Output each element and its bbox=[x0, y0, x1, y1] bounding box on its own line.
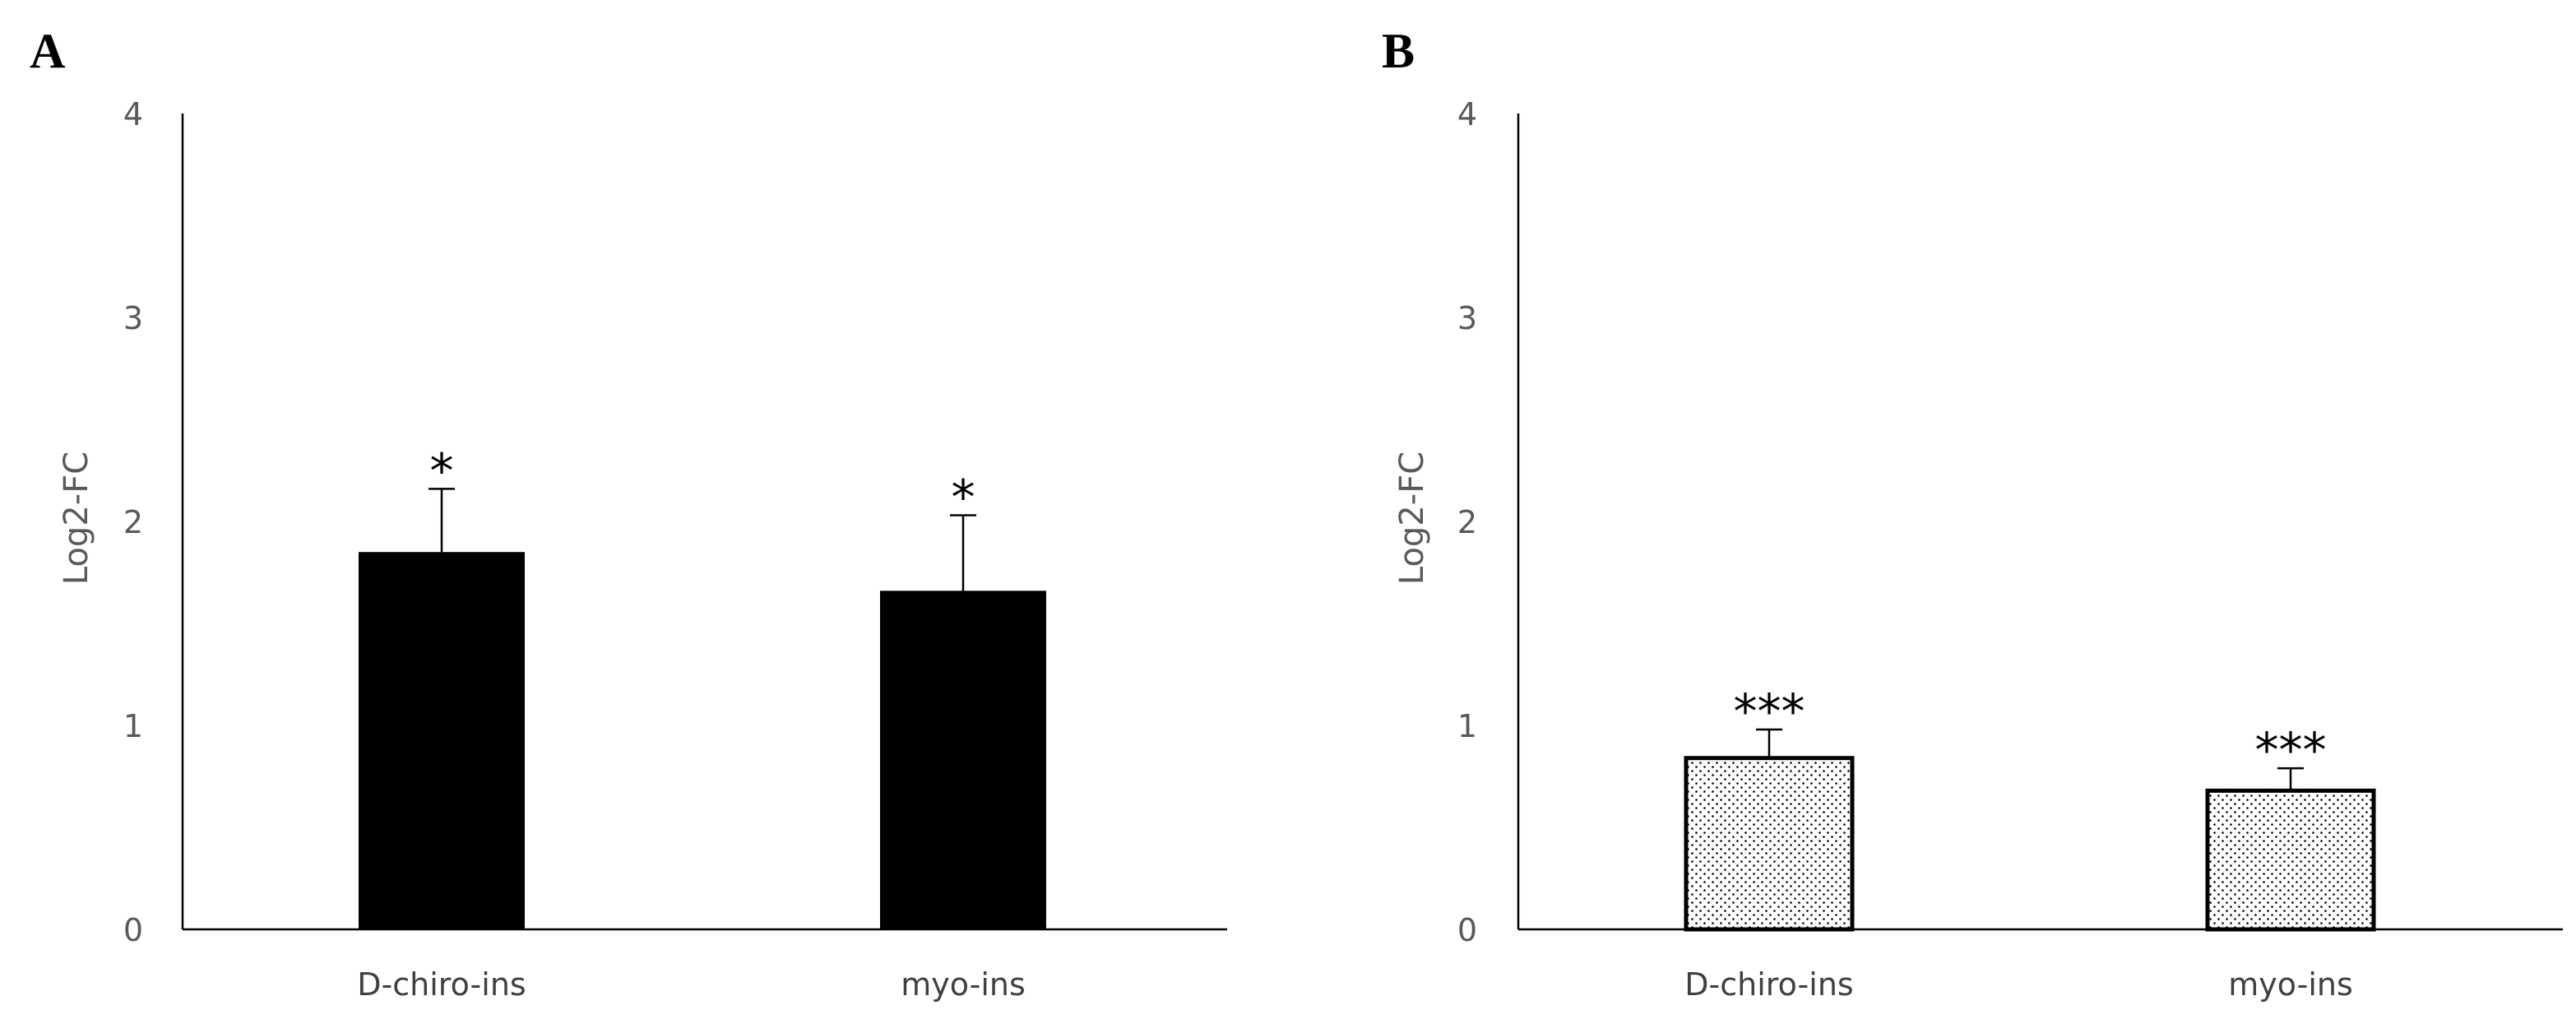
panel-a-y-tick-label: 3 bbox=[123, 300, 143, 336]
panel-b-bar bbox=[1684, 756, 1855, 932]
panel-b-category-label: D-chiro-ins bbox=[1684, 966, 1853, 1003]
panel-b-letter: B bbox=[1382, 24, 1415, 78]
panel-b-chart: B Log2-FC 0 1 2 3 4 *** D-chiro-ins *** myo-ins bbox=[1382, 24, 2563, 1003]
panel-a-category-label: myo-ins bbox=[901, 966, 1026, 1003]
panel-a-bar bbox=[359, 552, 525, 929]
panel-a-y-tick-label: 2 bbox=[123, 504, 143, 540]
panel-a-y-tick-label: 4 bbox=[123, 96, 143, 132]
panel-b-y-axis-title: Log2-FC bbox=[1393, 452, 1431, 585]
panel-a-y-tick-label: 1 bbox=[123, 708, 143, 744]
panel-b-y-tick-label: 2 bbox=[1457, 504, 1477, 540]
panel-b-category-label: myo-ins bbox=[2228, 966, 2353, 1003]
panel-b-y-tick-label: 1 bbox=[1457, 708, 1477, 744]
panel-a-bar bbox=[880, 591, 1046, 929]
panel-a-chart: A Log2-FC 0 1 2 3 4 * D-chiro-ins * myo-ins bbox=[30, 24, 1227, 1003]
panel-b-marks: 0 1 2 3 4 *** D-chiro-ins *** myo-ins bbox=[1457, 96, 2563, 1003]
panel-a-significance-label: * bbox=[952, 470, 975, 526]
panel-a-y-tick-label: 0 bbox=[123, 912, 143, 948]
panel-a-letter: A bbox=[30, 24, 65, 78]
panel-b-y-tick-label: 4 bbox=[1457, 96, 1477, 132]
panel-b-y-tick-label: 0 bbox=[1457, 912, 1477, 948]
panel-b-significance-label: *** bbox=[1734, 683, 1805, 739]
panel-a-significance-label: * bbox=[430, 442, 454, 498]
panel-b-bar bbox=[2205, 788, 2376, 932]
panel-a-category-label: D-chiro-ins bbox=[357, 966, 526, 1003]
panel-b-significance-label: *** bbox=[2255, 722, 2327, 778]
panel-a-y-axis-title: Log2-FC bbox=[58, 452, 95, 585]
panel-a-marks: 0 1 2 3 4 * D-chiro-ins * myo-ins bbox=[123, 96, 1227, 1003]
panel-b-y-tick-label: 3 bbox=[1457, 300, 1477, 336]
